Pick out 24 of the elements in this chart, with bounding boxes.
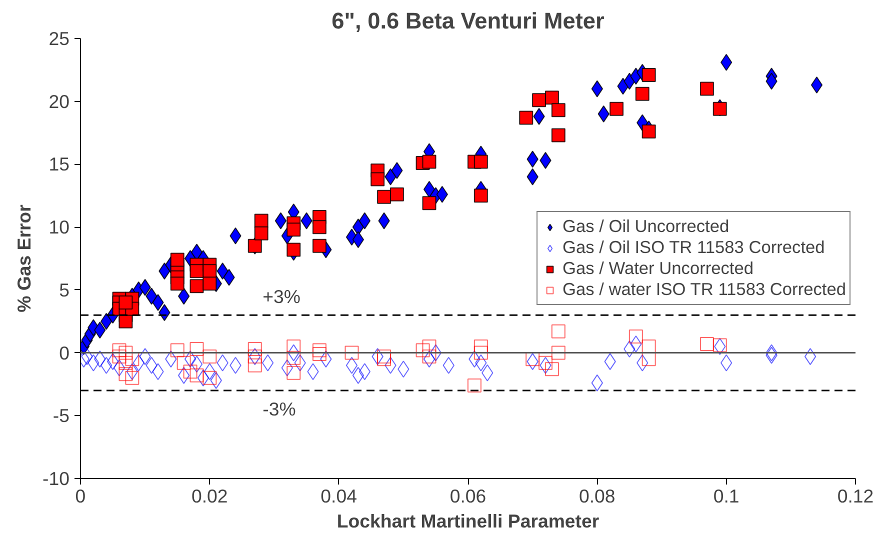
x-tick-label: 0.08 [579, 486, 616, 506]
legend-label: Gas / Oil Uncorrected [562, 216, 730, 237]
x-tick-label: 0.12 [837, 486, 874, 506]
y-tick-label: 25 [48, 28, 70, 49]
legend-label: Gas / Oil ISO TR 11583 Corrected [562, 237, 825, 258]
y-tick-label: 5 [59, 279, 70, 300]
x-tick-label: 0.02 [192, 486, 228, 506]
y-tick-label: -10 [42, 468, 70, 489]
x-tick-label: 0.04 [320, 486, 357, 506]
legend-label: Gas / water ISO TR 11583 Corrected [562, 279, 846, 300]
y-tick-label: 15 [48, 154, 70, 175]
y-tick-label: 0 [59, 342, 70, 364]
x-tick-label: 0 [75, 486, 86, 506]
y-axis-title: % Gas Error [14, 204, 35, 312]
x-axis-title: Lockhart Martinelli Parameter [336, 510, 600, 532]
ref-line-label: -3% [262, 398, 296, 420]
y-tick-label: 20 [48, 90, 70, 112]
ref-line-label: +3% [262, 286, 300, 308]
chart-title: 6", 0.6 Beta Venturi Meter [332, 8, 605, 34]
legend-label: Gas / Water Uncorrected [562, 258, 754, 279]
y-tick-label: -5 [52, 405, 70, 426]
x-tick-label: 0.1 [713, 486, 740, 506]
x-tick-label: 0.06 [450, 486, 486, 506]
y-tick-label: 10 [48, 216, 70, 238]
